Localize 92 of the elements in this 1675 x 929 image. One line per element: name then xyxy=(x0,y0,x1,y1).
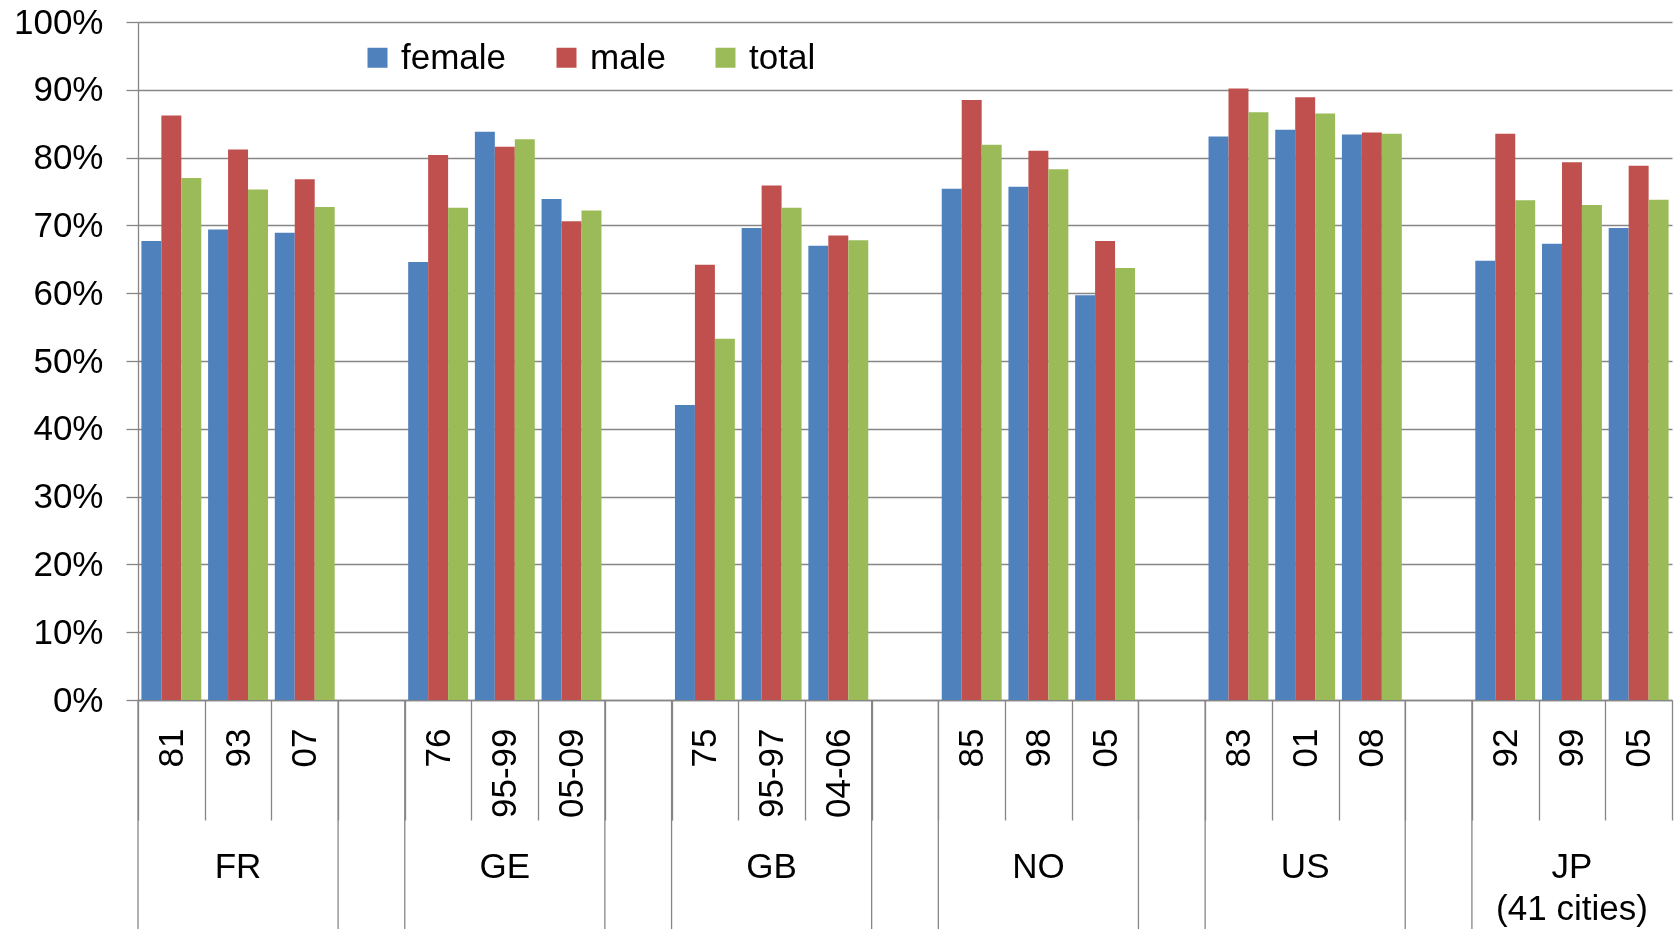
bar xyxy=(961,99,982,700)
x-tick-label: 85 xyxy=(951,728,991,768)
bar xyxy=(1475,260,1496,700)
bar xyxy=(408,262,429,700)
legend-label: male xyxy=(590,36,666,76)
x-tick-label: 05-09 xyxy=(551,728,591,819)
bar xyxy=(981,144,1002,700)
x-tick-label: 95-99 xyxy=(484,728,524,819)
bar xyxy=(1115,268,1136,700)
bar xyxy=(294,179,315,700)
bar xyxy=(1341,134,1362,700)
bar xyxy=(494,146,515,700)
x-tick-label: 81 xyxy=(150,728,190,768)
legend-label: total xyxy=(749,36,816,76)
x-tick-label: 99 xyxy=(1551,728,1591,768)
bar xyxy=(694,264,715,700)
y-tick-label: 10% xyxy=(33,611,104,651)
bar xyxy=(1095,240,1116,700)
bar xyxy=(1295,97,1316,700)
bar xyxy=(428,154,449,700)
bar xyxy=(1275,129,1296,700)
x-tick-label: 05 xyxy=(1084,728,1124,768)
x-tick-label: 08 xyxy=(1351,728,1391,768)
bar xyxy=(248,189,268,700)
x-tick-label: 98 xyxy=(1017,728,1057,768)
legend-label: female xyxy=(401,36,507,76)
bar xyxy=(1542,243,1562,700)
bar xyxy=(714,338,735,700)
bar xyxy=(1495,133,1516,700)
y-tick-label: 50% xyxy=(33,340,104,380)
bar xyxy=(808,245,829,700)
text: FR xyxy=(214,846,262,885)
text: GE xyxy=(479,846,531,885)
bar xyxy=(1628,165,1649,700)
bar xyxy=(1608,228,1629,700)
bar xyxy=(314,207,335,700)
bar xyxy=(781,207,802,700)
bar xyxy=(1208,136,1229,700)
bar xyxy=(1561,162,1582,700)
x-tick-label: 92 xyxy=(1484,728,1524,768)
bar xyxy=(274,232,295,700)
bar xyxy=(1515,200,1536,700)
bar xyxy=(228,149,249,700)
text: US xyxy=(1280,846,1330,885)
bar xyxy=(1248,112,1269,700)
bar xyxy=(208,229,229,700)
bar xyxy=(581,210,602,700)
bar xyxy=(141,240,162,700)
x-tick-label: 83 xyxy=(1217,728,1257,768)
bar xyxy=(161,115,182,700)
y-tick-label: 90% xyxy=(33,69,104,109)
bar xyxy=(1315,113,1336,700)
x-tick-label: 76 xyxy=(417,728,457,768)
bar xyxy=(1381,133,1402,700)
bar xyxy=(761,185,782,700)
x-tick-label: 75 xyxy=(684,728,724,768)
x-tick-label: 07 xyxy=(284,728,324,768)
bar xyxy=(741,228,762,700)
text: JP (41 cities) xyxy=(1496,846,1648,927)
text: NO xyxy=(1012,846,1065,885)
text: GB xyxy=(746,846,797,885)
y-tick-label: 0% xyxy=(52,679,104,719)
bar xyxy=(1581,205,1602,700)
y-tick-label: 40% xyxy=(33,408,104,448)
bar xyxy=(474,131,495,700)
y-tick-label: 70% xyxy=(33,204,104,244)
bar xyxy=(561,221,582,700)
bar xyxy=(828,235,849,700)
x-tick-label: 95-97 xyxy=(751,728,791,819)
bar xyxy=(514,139,535,700)
y-tick-label: 80% xyxy=(33,137,104,177)
x-tick-label: 05 xyxy=(1618,728,1658,768)
bar xyxy=(1075,295,1096,700)
bar xyxy=(1228,88,1249,700)
bar xyxy=(1048,169,1069,700)
bar xyxy=(941,188,962,700)
x-tick-label: 93 xyxy=(217,728,257,768)
y-tick-label: 100% xyxy=(13,1,104,41)
bar xyxy=(848,240,869,700)
bar xyxy=(1028,150,1049,700)
bar xyxy=(181,177,202,700)
x-tick-label: 01 xyxy=(1284,728,1324,768)
bar xyxy=(541,198,562,700)
y-tick-label: 60% xyxy=(33,272,104,312)
y-tick-label: 30% xyxy=(33,476,104,516)
bar xyxy=(1361,132,1382,700)
x-tick-label: 04-06 xyxy=(817,728,857,819)
bar xyxy=(1648,199,1669,700)
bar xyxy=(1008,186,1029,700)
y-tick-label: 20% xyxy=(33,543,104,583)
bar xyxy=(674,405,695,700)
bar xyxy=(448,207,469,700)
